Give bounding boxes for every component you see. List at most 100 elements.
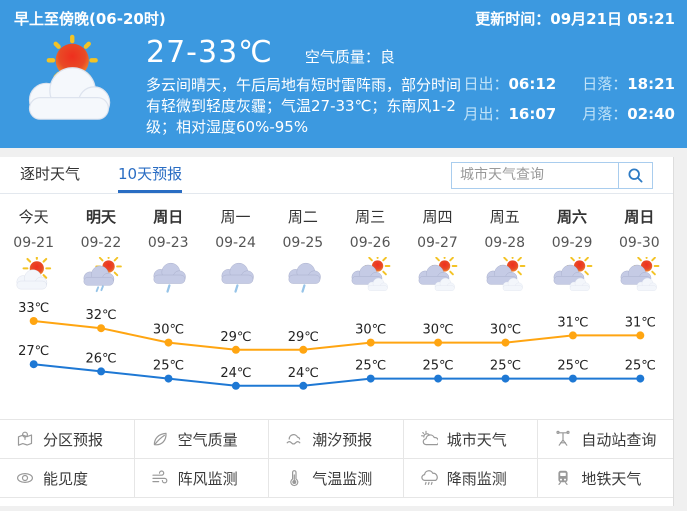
- day-date: 09-23: [147, 235, 189, 251]
- day-date: 09-21: [13, 235, 54, 251]
- sun-cloud-rain-icon: [67, 257, 134, 297]
- day-date: 09-24: [215, 235, 256, 251]
- day-column-09-23[interactable]: 周日 09-23: [135, 205, 202, 297]
- menu-item-label: 空气质量: [177, 430, 238, 449]
- period-label: 早上至傍晚(06-20时): [14, 10, 166, 28]
- svg-text:25℃: 25℃: [423, 359, 454, 374]
- svg-text:29℃: 29℃: [220, 330, 251, 345]
- menu-item-train[interactable]: 地铁天气: [538, 459, 673, 498]
- weather-description: 多云间晴天，午后局地有短时雷阵雨，部分时间有轻微到轻度灰霾；气温27-33℃；东…: [146, 76, 462, 136]
- search-icon: [628, 167, 643, 183]
- menu-item-label: 城市天气: [446, 430, 507, 449]
- air-quality: 空气质量：良: [305, 46, 395, 67]
- day-date: 09-26: [349, 235, 391, 251]
- menu-item-rain-cloud[interactable]: 降雨监测: [403, 459, 539, 498]
- menu-item-label: 降雨监测: [446, 469, 507, 488]
- day-name: 周二: [287, 208, 318, 226]
- menu-item-label: 地铁天气: [581, 469, 642, 488]
- cloud-rain-icon: [135, 257, 202, 297]
- svg-text:30℃: 30℃: [490, 323, 521, 338]
- menu-item-label: 气温监测: [312, 469, 373, 488]
- current-weather-icon: [14, 33, 118, 125]
- svg-text:32℃: 32℃: [86, 308, 117, 323]
- day-date: 09-28: [484, 235, 526, 251]
- svg-text:30℃: 30℃: [355, 323, 386, 338]
- menu-item-label: 自动站查询: [581, 430, 657, 449]
- sun-clouds-icon: [606, 257, 673, 297]
- menu-item-leaf[interactable]: 空气质量: [134, 420, 270, 459]
- rain-cloud-icon: [420, 469, 438, 487]
- moonrise: 月出：16:07: [463, 105, 557, 123]
- svg-text:33℃: 33℃: [18, 301, 49, 316]
- sun-clouds-icon: [538, 257, 605, 297]
- menu-item-wave[interactable]: 潮汐预报: [269, 420, 404, 459]
- menu-item-label: 潮汐预报: [312, 430, 373, 449]
- wave-icon: [285, 430, 303, 448]
- svg-text:25℃: 25℃: [490, 359, 521, 374]
- menu-item-map-pin[interactable]: 分区预报: [0, 420, 135, 459]
- cloud-rain-icon: [202, 257, 269, 297]
- eye-icon: [16, 469, 34, 487]
- day-column-09-27[interactable]: 周四 09-27: [404, 205, 471, 297]
- svg-text:31℃: 31℃: [557, 315, 588, 330]
- svg-text:30℃: 30℃: [153, 323, 184, 338]
- day-column-09-26[interactable]: 周三 09-26: [337, 205, 404, 297]
- day-name: 周日: [153, 208, 184, 226]
- svg-text:25℃: 25℃: [355, 359, 386, 374]
- menu-item-wind[interactable]: 阵风监测: [134, 459, 270, 498]
- menu-item-label: 分区预报: [43, 430, 104, 449]
- sunrise: 日出：06:12: [463, 75, 557, 93]
- sun-cloud-icon: [420, 430, 438, 448]
- svg-text:29℃: 29℃: [288, 330, 319, 345]
- sun-cloud-icon: [0, 257, 67, 297]
- temp-range: 27-33℃: [146, 35, 273, 70]
- day-date: 09-22: [80, 235, 122, 251]
- sun-clouds-icon: [471, 257, 538, 297]
- sunset: 日落：18:21: [582, 75, 675, 93]
- train-icon: [554, 469, 572, 487]
- day-name: 周日: [624, 208, 655, 226]
- search-input[interactable]: [451, 161, 619, 189]
- svg-text:25℃: 25℃: [557, 359, 588, 374]
- thermometer-icon: [285, 469, 303, 487]
- map-pin-icon: [16, 430, 34, 448]
- menu-item-eye[interactable]: 能见度: [0, 459, 135, 498]
- day-name: 周五: [489, 208, 520, 226]
- day-column-09-24[interactable]: 周一 09-24: [202, 205, 269, 297]
- temperature-chart: 33℃ 32℃ 30℃ 29℃ 29℃ 30℃ 30℃ 30℃ 31℃ 31℃ 27℃ 26℃ 25℃ 2…: [18, 301, 656, 390]
- moonset: 月落：02:40: [582, 105, 675, 123]
- day-column-09-29[interactable]: 周六 09-29: [538, 205, 605, 297]
- day-date: 09-29: [551, 235, 593, 251]
- svg-text:31℃: 31℃: [625, 315, 656, 330]
- search-button[interactable]: [619, 161, 653, 189]
- sun-clouds-icon: [337, 257, 404, 297]
- day-column-09-25[interactable]: 周二 09-25: [269, 205, 336, 297]
- tab-10day-forecast[interactable]: 10天预报: [118, 157, 183, 193]
- menu-item-station[interactable]: 自动站查询: [538, 420, 673, 459]
- day-name: 周六: [557, 208, 588, 226]
- cloud-rain-icon: [269, 257, 336, 297]
- station-icon: [554, 430, 572, 448]
- day-column-09-28[interactable]: 周五 09-28: [471, 205, 538, 297]
- air-quality-value: 良: [379, 48, 395, 66]
- menu-item-sun-cloud[interactable]: 城市天气: [403, 420, 539, 459]
- menu-item-label: 阵风监测: [177, 469, 238, 488]
- day-column-09-22[interactable]: 明天 09-22: [67, 205, 134, 297]
- svg-text:25℃: 25℃: [153, 359, 184, 374]
- day-date: 09-30: [619, 235, 660, 251]
- day-name: 周三: [355, 208, 386, 226]
- tab-hourly-weather[interactable]: 逐时天气: [20, 165, 81, 183]
- svg-text:24℃: 24℃: [220, 366, 251, 381]
- menu-item-thermometer[interactable]: 气温监测: [269, 459, 404, 498]
- svg-text:30℃: 30℃: [423, 323, 454, 338]
- day-column-09-21[interactable]: 今天 09-21: [0, 205, 67, 297]
- svg-text:25℃: 25℃: [625, 359, 656, 374]
- svg-text:27℃: 27℃: [18, 344, 49, 359]
- svg-text:24℃: 24℃: [288, 366, 319, 381]
- day-name: 周四: [422, 208, 453, 226]
- air-quality-label: 空气质量：: [304, 48, 380, 66]
- day-date: 09-27: [417, 235, 458, 251]
- day-column-09-30[interactable]: 周日 09-30: [606, 205, 673, 297]
- current-weather-header: 早上至傍晚(06-20时) 更新时间：09月21日 05:21 27-33℃ 空…: [0, 0, 687, 148]
- day-name: 周一: [220, 208, 251, 226]
